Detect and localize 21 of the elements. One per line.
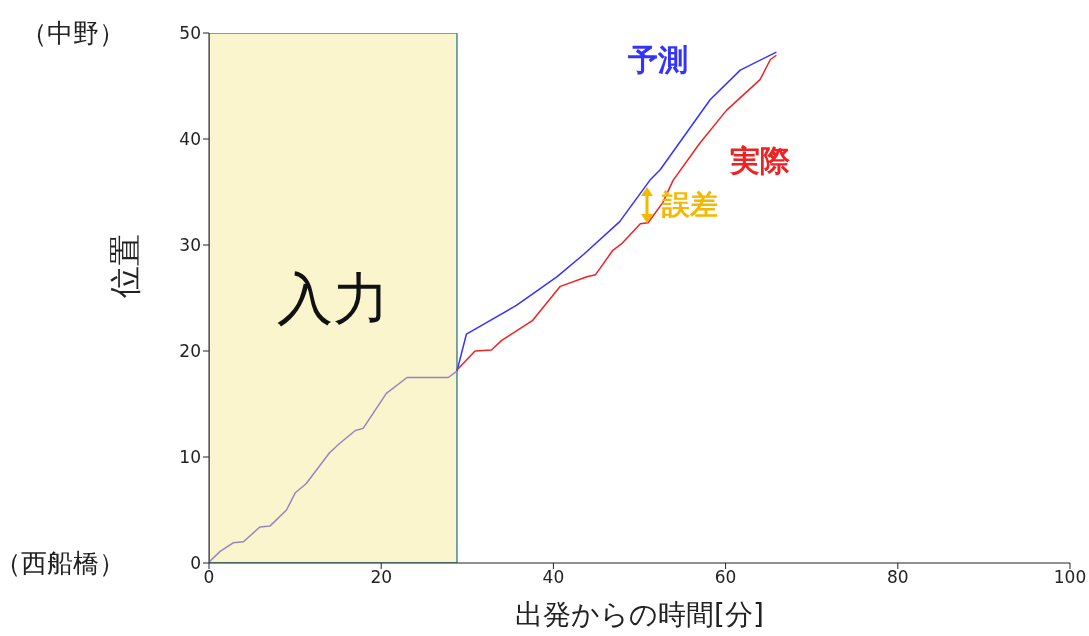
y-tick-label: 10 — [179, 447, 201, 468]
y-tick-label: 0 — [190, 553, 201, 574]
x-tick-label: 0 — [203, 567, 215, 588]
x-axis-title: 出発からの時間[分] — [515, 598, 764, 631]
y-tick-label: 30 — [179, 235, 201, 256]
y-tick-label: 40 — [179, 129, 201, 150]
x-tick-label: 100 — [1053, 567, 1087, 588]
x-tick-label: 60 — [714, 567, 737, 588]
text: （中野） — [21, 17, 125, 50]
x-tick-label: 40 — [542, 567, 565, 588]
y-tick-label: 20 — [179, 341, 201, 362]
y-axis-title: 位置 — [106, 234, 145, 298]
annotation: 誤差 — [662, 187, 718, 223]
series-label: 実際 — [728, 143, 791, 179]
y-tick-label: 50 — [179, 23, 201, 44]
line-series — [209, 370, 458, 563]
text: （西船橋） — [0, 547, 125, 580]
series-label: 予測 — [627, 41, 689, 77]
x-tick-label: 20 — [370, 567, 393, 588]
band-label: 入力 — [276, 265, 389, 331]
x-tick-label: 80 — [886, 567, 909, 588]
